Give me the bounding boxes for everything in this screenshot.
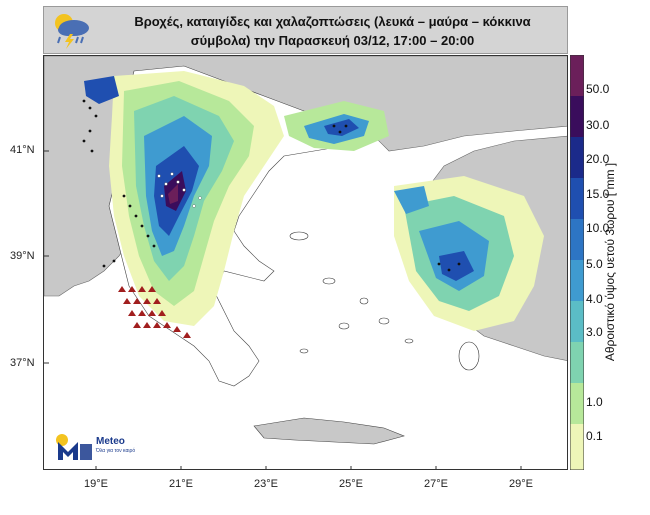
colorbar-axis-title: Αθροιστικό ύψος υετού 3ωρου [ mm ] xyxy=(603,162,617,362)
lon-label-29: 29°E xyxy=(509,478,533,490)
precip-west xyxy=(109,71,284,326)
lat-label-39: 39°N xyxy=(10,250,35,262)
meteo-logo-icon xyxy=(56,434,92,460)
logo-tagline: Όλα για τον καιρό xyxy=(96,448,136,454)
colorbar-tick-20: 20.0 xyxy=(586,152,610,166)
title-line-2: σύμβολα) την Παρασκευή 03/12, 17:00 – 20… xyxy=(190,33,475,48)
lon-label-21: 21°E xyxy=(169,478,193,490)
colorbar-tick-10: 10.0 xyxy=(586,221,610,235)
colorbar-tick-15: 15.0 xyxy=(586,187,610,201)
thunderstorm-markers xyxy=(82,99,461,272)
colorbar-tick-4: 4.0 xyxy=(586,292,603,306)
map-svg xyxy=(44,56,567,469)
title-box: Βροχές, καταιγίδες και χαλαζοπτώσεις (λε… xyxy=(43,6,568,54)
graticule-ticks xyxy=(44,150,522,469)
colorbar-tick-50: 50.0 xyxy=(586,82,610,96)
colorbar-tick-1: 1.0 xyxy=(586,395,603,409)
precipitation-map xyxy=(43,55,568,470)
lon-label-23: 23°E xyxy=(254,478,278,490)
lat-label-37: 37°N xyxy=(10,357,35,369)
colorbar-tick-30: 30.0 xyxy=(586,118,610,132)
hail-markers-red xyxy=(118,286,191,338)
logo-name: Meteo xyxy=(96,436,125,447)
colorbar-tick-3: 3.0 xyxy=(586,325,603,339)
hail-markers-white xyxy=(157,172,202,208)
map-title: Βροχές, καταιγίδες και χαλαζοπτώσεις (λε… xyxy=(104,12,561,50)
land-crete xyxy=(253,417,405,445)
lat-label-41: 41°N xyxy=(10,144,35,156)
lon-label-25: 25°E xyxy=(339,478,363,490)
colorbar-gradient xyxy=(570,55,584,470)
precip-north xyxy=(84,76,389,151)
lon-label-19: 19°E xyxy=(84,478,108,490)
colorbar: 50.0 30.0 20.0 15.0 10.0 5.0 4.0 3.0 1.0… xyxy=(570,55,650,470)
aegean-islands xyxy=(289,231,480,371)
rain-cloud-lightning-icon xyxy=(55,14,89,49)
meteo-logo: Meteo Όλα για τον καιρό xyxy=(54,432,144,462)
lon-label-27: 27°E xyxy=(424,478,448,490)
precip-east xyxy=(394,176,544,331)
colorbar-tick-0-1: 0.1 xyxy=(586,429,603,443)
colorbar-tick-5: 5.0 xyxy=(586,257,603,271)
title-line-1: Βροχές, καταιγίδες και χαλαζοπτώσεις (λε… xyxy=(134,14,531,29)
